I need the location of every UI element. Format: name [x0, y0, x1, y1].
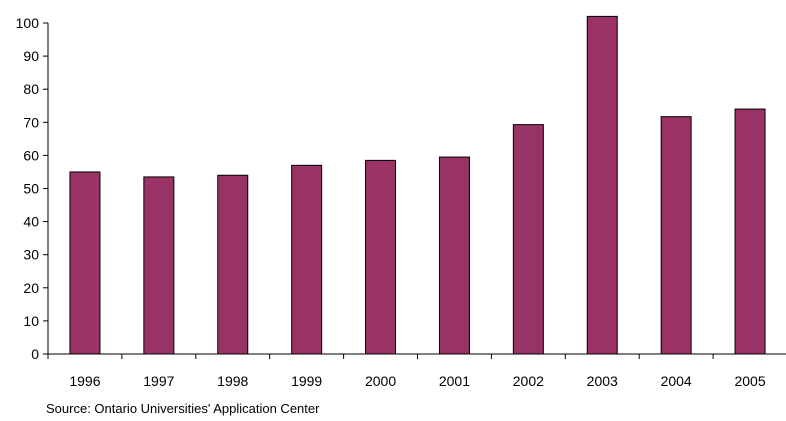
x-tick-label: 1998: [217, 373, 248, 389]
y-tick-label: 40: [23, 214, 39, 230]
y-tick-label: 0: [31, 346, 39, 362]
y-tick-label: 10: [23, 313, 39, 329]
y-tick-label: 30: [23, 247, 39, 263]
x-tick-label: 2000: [365, 373, 396, 389]
x-tick-label: 2004: [661, 373, 692, 389]
y-tick-label: 80: [23, 81, 39, 97]
bar-2000: [365, 159, 397, 355]
x-tick-label: 2005: [734, 373, 765, 389]
x-axis-ticks: 1996 1997 1998 1999 2000 2001 2002 2003 2004 2005: [47, 354, 766, 389]
y-axis-ticks: 0 10 20 30 40 50 60 70 80 90 100: [16, 15, 48, 362]
bar-1998: [217, 174, 249, 355]
bar-2005: [734, 108, 766, 355]
y-tick-label: 90: [23, 48, 39, 64]
y-tick-label: 60: [23, 147, 39, 163]
bar-2003: [586, 15, 618, 355]
y-tick-label: 50: [23, 181, 39, 197]
y-tick-label: 100: [16, 15, 40, 31]
x-tick-label: 1997: [143, 373, 174, 389]
bar-2002: [512, 124, 544, 355]
bars: [69, 15, 766, 355]
y-tick-label: 70: [23, 114, 39, 130]
x-tick-label: 2003: [587, 373, 618, 389]
bar-1997: [143, 176, 175, 355]
y-tick-label: 20: [23, 280, 39, 296]
x-tick-label: 1996: [69, 373, 100, 389]
x-tick-label: 2002: [513, 373, 544, 389]
bar-2001: [438, 156, 470, 355]
bar-1996: [69, 171, 101, 355]
x-tick-label: 1999: [291, 373, 322, 389]
x-tick-label: 2001: [439, 373, 470, 389]
bar-1999: [291, 164, 323, 355]
bar-2004: [660, 116, 692, 355]
source-note: Source: Ontario Universities' Applicatio…: [46, 401, 320, 416]
